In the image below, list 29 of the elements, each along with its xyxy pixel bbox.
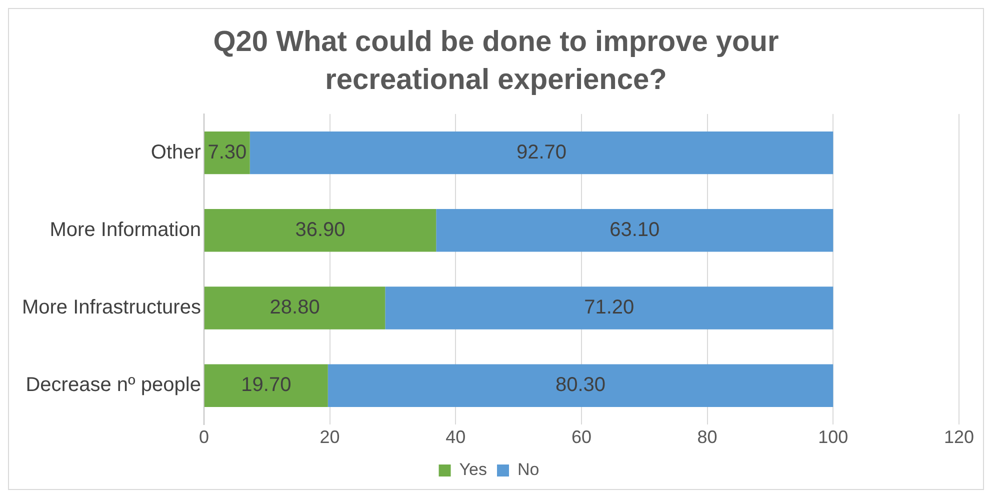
- bar: [385, 286, 834, 330]
- x-tick-label: 100: [818, 427, 848, 448]
- y-tick-label: More Infrastructures: [22, 296, 201, 319]
- legend-label: Yes: [459, 460, 487, 480]
- bar: [328, 364, 834, 407]
- data-label: 19.70: [241, 374, 292, 396]
- bar: [250, 131, 834, 174]
- legend-label: No: [518, 460, 540, 480]
- data-label: 28.80: [270, 296, 320, 319]
- y-tick-label: Other: [150, 141, 202, 164]
- chart-title: Q20 What could be done to improve your recreational experience?: [212, 25, 780, 98]
- bar: [204, 364, 328, 407]
- y-tick-label: Decrease nº people: [26, 374, 201, 396]
- bar: [204, 209, 436, 252]
- x-tick-label: 120: [944, 427, 974, 448]
- data-label: 71.20: [584, 296, 634, 319]
- bar: [204, 286, 386, 330]
- x-tick-label: 20: [320, 427, 340, 448]
- x-tick-label: 60: [571, 427, 592, 448]
- bar: [436, 209, 834, 252]
- data-label: 7.30: [208, 141, 247, 164]
- x-tick-label: 0: [198, 427, 209, 448]
- data-label: 36.90: [295, 218, 346, 241]
- x-tick-label: 80: [697, 427, 718, 448]
- data-label: 63.10: [610, 218, 660, 241]
- y-tick-label: More Information: [50, 218, 201, 241]
- data-label: 80.30: [556, 374, 606, 396]
- data-label: 92.70: [516, 141, 567, 164]
- x-tick-label: 40: [446, 427, 466, 448]
